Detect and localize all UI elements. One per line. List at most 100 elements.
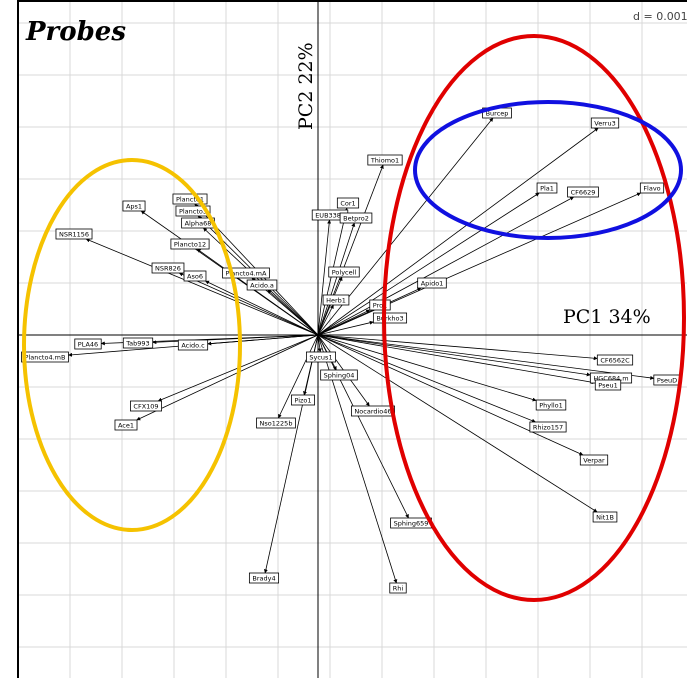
- probe-label: Acido.a: [250, 282, 274, 290]
- probe-arrow: [136, 334, 319, 421]
- probe-box: [183, 270, 207, 282]
- probe-box: [130, 400, 162, 412]
- probe-box: [417, 277, 447, 289]
- probe-label: Aso6: [187, 273, 203, 281]
- probe-box: [305, 351, 337, 363]
- probe-arrow: [317, 276, 343, 336]
- probe-arrow: [317, 334, 409, 519]
- probe-label: Sphing04: [324, 372, 355, 380]
- probe-box: [177, 339, 209, 351]
- pc1-label: PC1 34%: [563, 306, 651, 328]
- probe-label: Acido.c: [181, 342, 205, 350]
- probe-label: Burcep: [486, 110, 509, 118]
- probe-box: [222, 267, 270, 279]
- probe-label: Polycell: [332, 269, 357, 277]
- probe-arrow: [317, 334, 536, 423]
- probe-arrow: [317, 309, 371, 336]
- probe-arrow: [317, 222, 356, 336]
- probe-label: Plancto4.mA: [226, 270, 267, 278]
- probe-box: [170, 238, 210, 250]
- probe-box: [567, 186, 599, 198]
- probe-label: Rhi: [393, 585, 404, 593]
- probe-box: [351, 405, 395, 417]
- probe-labels: Burcep Verru3 Thiomo1 Pla1 CF6629 Flavo Cor1 EU…: [21, 107, 681, 594]
- probe-arrow: [317, 334, 596, 385]
- probe-box: [328, 266, 360, 278]
- probe-label: Plancto1: [176, 196, 204, 204]
- probe-arrow: [205, 280, 319, 336]
- probe-label: Alpha68: [185, 220, 212, 228]
- probe-label: Burkho3: [376, 315, 403, 323]
- probe-label: Rhizo157: [533, 424, 563, 432]
- probe-arrow: [317, 334, 655, 380]
- probe-box: [322, 294, 350, 306]
- probe-box: [151, 262, 185, 274]
- probe-box: [367, 154, 403, 166]
- probe-label: Flavo: [643, 185, 660, 193]
- probe-label: CF6562C: [600, 357, 630, 365]
- probe-arrow: [317, 334, 537, 402]
- probe-label: Aps1: [126, 203, 142, 211]
- probe-box: [320, 369, 358, 381]
- probe-label: HGC684.m: [593, 375, 628, 383]
- probe-label: Pro1: [373, 302, 387, 310]
- probe-label: Nso1225b: [260, 420, 293, 428]
- probe-label: Verpar: [583, 457, 605, 465]
- probe-box: [122, 337, 154, 349]
- probe-arrow: [178, 272, 319, 336]
- probe-box: [590, 117, 620, 129]
- probe-label: Pseu1: [598, 382, 617, 390]
- probe-label: Verru3: [594, 120, 615, 128]
- probe-arrow: [317, 192, 540, 336]
- probe-box: [536, 182, 558, 194]
- probe-label: Ace1: [118, 422, 134, 430]
- probe-box: [55, 228, 93, 240]
- probe-box: [74, 338, 102, 350]
- probe-arrow: [317, 196, 575, 336]
- probe-arrow: [317, 320, 374, 336]
- probe-label: Pizo1: [294, 397, 311, 405]
- probe-arrow: [317, 219, 332, 336]
- probe-arrow: [317, 334, 591, 377]
- probe-label: Plancto3: [179, 208, 207, 216]
- probe-label: Tab993: [125, 340, 149, 348]
- probe-label: Sphing659: [394, 520, 429, 528]
- probe-box: [291, 394, 315, 406]
- probe-label: PseuD: [657, 377, 677, 385]
- probe-arrow: [317, 334, 584, 456]
- probe-arrow: [278, 334, 319, 419]
- probe-label: Nit1B: [596, 514, 614, 522]
- probe-box: [369, 299, 391, 311]
- probe-box: [114, 419, 138, 431]
- probe-arrow: [317, 164, 384, 336]
- probe-box: [372, 312, 408, 324]
- probe-label: CF6629: [571, 189, 596, 197]
- probe-box: [21, 351, 69, 363]
- probe-box: [529, 421, 567, 433]
- title: Probes: [25, 17, 126, 47]
- probe-label: NSR826: [155, 265, 181, 273]
- probe-box: [594, 379, 622, 391]
- probe-box: [248, 572, 280, 584]
- probe-label: Phyllo1: [539, 402, 563, 410]
- probe-box: [172, 193, 208, 205]
- probe-label: CFX109: [133, 403, 158, 411]
- blue-cluster: [413, 100, 683, 240]
- probe-box: [256, 417, 296, 429]
- probe-box: [175, 205, 211, 217]
- probe-arrow: [317, 334, 598, 513]
- scale-label: d = 0.001: [633, 10, 687, 23]
- probe-label: Brady4: [252, 575, 275, 583]
- probe-label: Thiomo1: [370, 157, 399, 165]
- probe-arrow: [263, 334, 319, 574]
- probe-label: Apido1: [421, 280, 444, 288]
- probe-arrow: [196, 248, 319, 336]
- probe-label: Plancto12: [174, 241, 206, 249]
- probe-label: Sycus1: [309, 354, 332, 362]
- probe-label: Nocardio46: [354, 408, 391, 416]
- probe-box: [596, 354, 634, 366]
- yellow-cluster: [22, 158, 242, 532]
- probe-label: EUB338II: [315, 212, 345, 220]
- probe-arrow: [317, 304, 334, 336]
